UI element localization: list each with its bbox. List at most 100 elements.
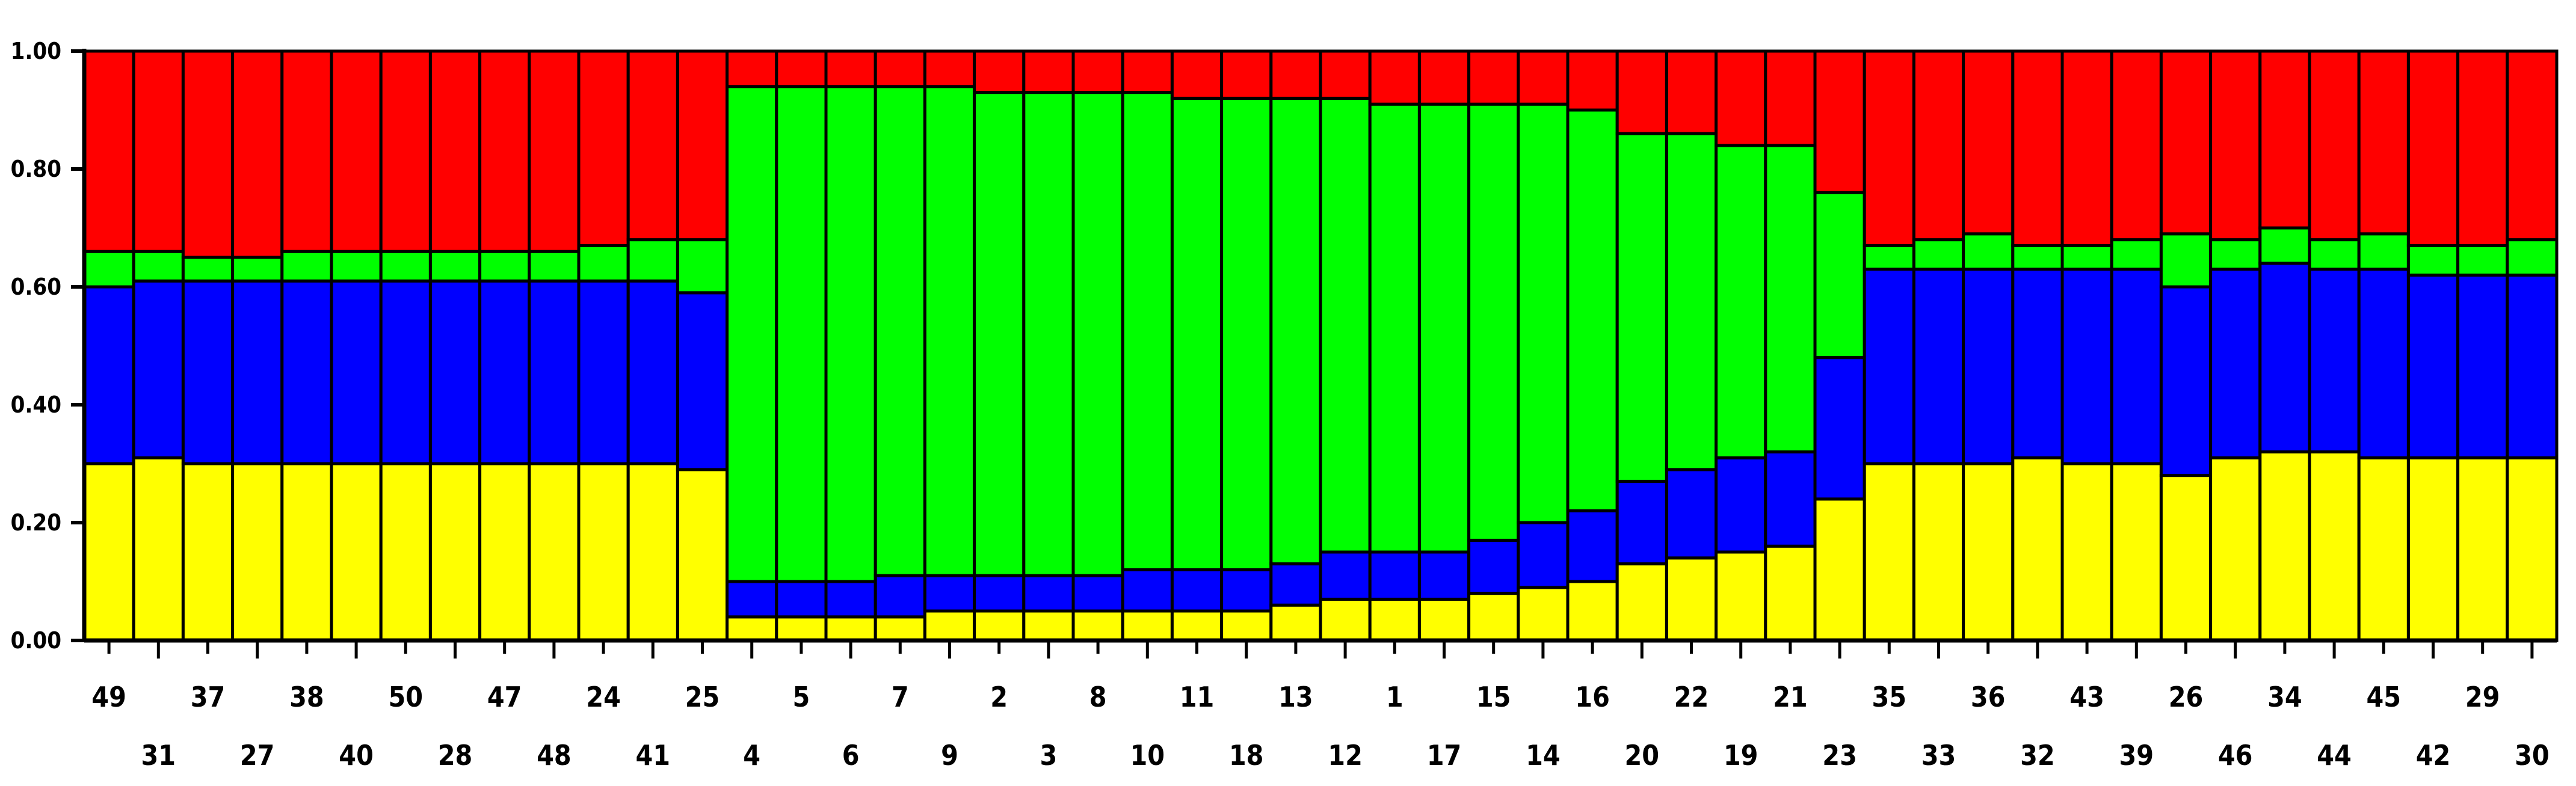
bar-segment-green-2 — [973, 91, 1026, 577]
bar-segment-green-20 — [1615, 132, 1668, 483]
bar-segment-red-43 — [2060, 49, 2113, 247]
x-tick-label-21: 21 — [1773, 681, 1808, 713]
x-tick-label-16: 16 — [1575, 681, 1610, 713]
bar-segment-green-18 — [1220, 96, 1273, 571]
bar-segment-red-12 — [1319, 49, 1372, 100]
y-axis: 0.00 0.20 0.40 0.60 0.80 1.00 — [11, 38, 87, 654]
bar-segment-green-22 — [1665, 132, 1718, 471]
bar-segment-blue-49 — [82, 285, 135, 465]
bar-segment-yellow-19 — [1715, 550, 1767, 642]
bar-segment-yellow-26 — [2159, 474, 2213, 642]
bar-segment-green-50 — [379, 250, 432, 283]
bar-segment-yellow-9 — [923, 609, 976, 642]
bar-segment-red-28 — [428, 49, 482, 253]
x-tick-label-28: 28 — [438, 739, 473, 772]
bar-segment-blue-36 — [1962, 268, 2015, 465]
x-tick-label-14: 14 — [1526, 739, 1561, 772]
bar-segment-green-4 — [726, 85, 778, 583]
bar-segment-yellow-1 — [1368, 597, 1421, 642]
bar-segment-red-15 — [1467, 49, 1520, 106]
bar-segment-red-10 — [1121, 49, 1174, 94]
bar-segment-green-40 — [330, 250, 383, 283]
bar-segment-green-27 — [231, 256, 284, 283]
bar-segment-red-46 — [2209, 49, 2262, 242]
bar-segment-green-46 — [2209, 238, 2262, 271]
bar-segment-red-42 — [2406, 49, 2460, 247]
bar-segment-yellow-12 — [1319, 597, 1372, 642]
bar-segment-red-21 — [1764, 49, 1817, 147]
bar-segment-yellow-25 — [676, 468, 729, 642]
bar-segment-green-3 — [1022, 91, 1075, 577]
bar-segment-red-6 — [824, 49, 877, 88]
x-tick-label-3: 3 — [1040, 739, 1058, 772]
bar-segment-blue-37 — [181, 279, 235, 465]
x-tick-label-39: 39 — [2119, 739, 2154, 772]
bar-segment-red-45 — [2357, 49, 2410, 236]
bar-segment-green-37 — [181, 256, 235, 283]
bar-segment-blue-27 — [231, 279, 284, 465]
bar-segment-blue-23 — [1813, 356, 1866, 501]
bar-segment-green-9 — [923, 85, 976, 577]
bar-segment-red-11 — [1170, 49, 1224, 100]
x-tick-label-37: 37 — [191, 681, 226, 713]
bar-segment-blue-45 — [2357, 268, 2410, 459]
bar-segment-green-5 — [775, 85, 828, 583]
x-tick-label-23: 23 — [1822, 739, 1857, 772]
bar-segment-green-25 — [676, 238, 729, 295]
bar-segment-green-12 — [1319, 96, 1372, 554]
bar-segment-green-11 — [1170, 96, 1224, 571]
bar-segment-red-32 — [2011, 49, 2064, 247]
bar-segment-yellow-11 — [1170, 609, 1224, 642]
bar-segment-blue-35 — [1863, 268, 1915, 465]
bar-segment-red-47 — [478, 49, 531, 253]
bar-segment-green-28 — [428, 250, 482, 283]
y-tick-label: 0.20 — [11, 509, 61, 536]
bar-segment-blue-14 — [1517, 521, 1570, 589]
bar-segment-red-44 — [2308, 49, 2361, 242]
bar-segment-red-24 — [577, 49, 630, 247]
bar-segment-yellow-15 — [1467, 592, 1520, 642]
x-tick-label-5: 5 — [793, 681, 810, 713]
bar-segment-red-37 — [181, 49, 235, 259]
bar-segment-green-1 — [1368, 102, 1421, 554]
x-tick-label-11: 11 — [1180, 681, 1215, 713]
bar-segment-yellow-47 — [478, 462, 531, 642]
bar-segment-green-21 — [1764, 144, 1817, 453]
x-tick-label-6: 6 — [842, 739, 860, 772]
bar-segment-red-27 — [231, 49, 284, 259]
bar-segment-yellow-50 — [379, 462, 432, 642]
bar-segment-blue-16 — [1566, 509, 1619, 583]
bar-segment-red-20 — [1615, 49, 1668, 135]
x-tick-label-29: 29 — [2465, 681, 2500, 713]
x-tick-label-34: 34 — [2267, 681, 2302, 713]
bar-segment-green-43 — [2060, 244, 2113, 271]
x-tick-label-49: 49 — [91, 681, 126, 713]
x-tick-label-50: 50 — [389, 681, 424, 713]
bar-segment-red-50 — [379, 49, 432, 253]
x-tick-label-15: 15 — [1476, 681, 1511, 713]
bar-segment-yellow-44 — [2308, 450, 2361, 642]
bar-segment-red-18 — [1220, 49, 1273, 100]
x-tick-label-48: 48 — [537, 739, 572, 772]
bar-segment-yellow-36 — [1962, 462, 2015, 642]
bar-segment-red-22 — [1665, 49, 1718, 135]
bar-segment-red-49 — [82, 49, 135, 253]
bar-segment-yellow-28 — [428, 462, 482, 642]
bar-segment-yellow-8 — [1071, 609, 1124, 642]
bar-segment-red-40 — [330, 49, 383, 253]
bar-segment-green-45 — [2357, 232, 2410, 271]
bar-segment-yellow-35 — [1863, 462, 1915, 642]
x-tick-label-35: 35 — [1872, 681, 1907, 713]
bar-segment-red-16 — [1566, 49, 1619, 112]
bar-segment-blue-6 — [824, 580, 877, 619]
bar-segment-yellow-6 — [824, 615, 877, 642]
bar-segment-blue-44 — [2308, 268, 2361, 453]
x-tick-label-36: 36 — [1971, 681, 2006, 713]
x-tick-label-25: 25 — [685, 681, 720, 713]
x-tick-label-22: 22 — [1674, 681, 1709, 713]
bar-segment-green-19 — [1715, 144, 1767, 459]
bar-segment-yellow-20 — [1615, 562, 1668, 642]
bar-segment-red-23 — [1813, 49, 1866, 194]
bar-segment-red-38 — [280, 49, 333, 253]
